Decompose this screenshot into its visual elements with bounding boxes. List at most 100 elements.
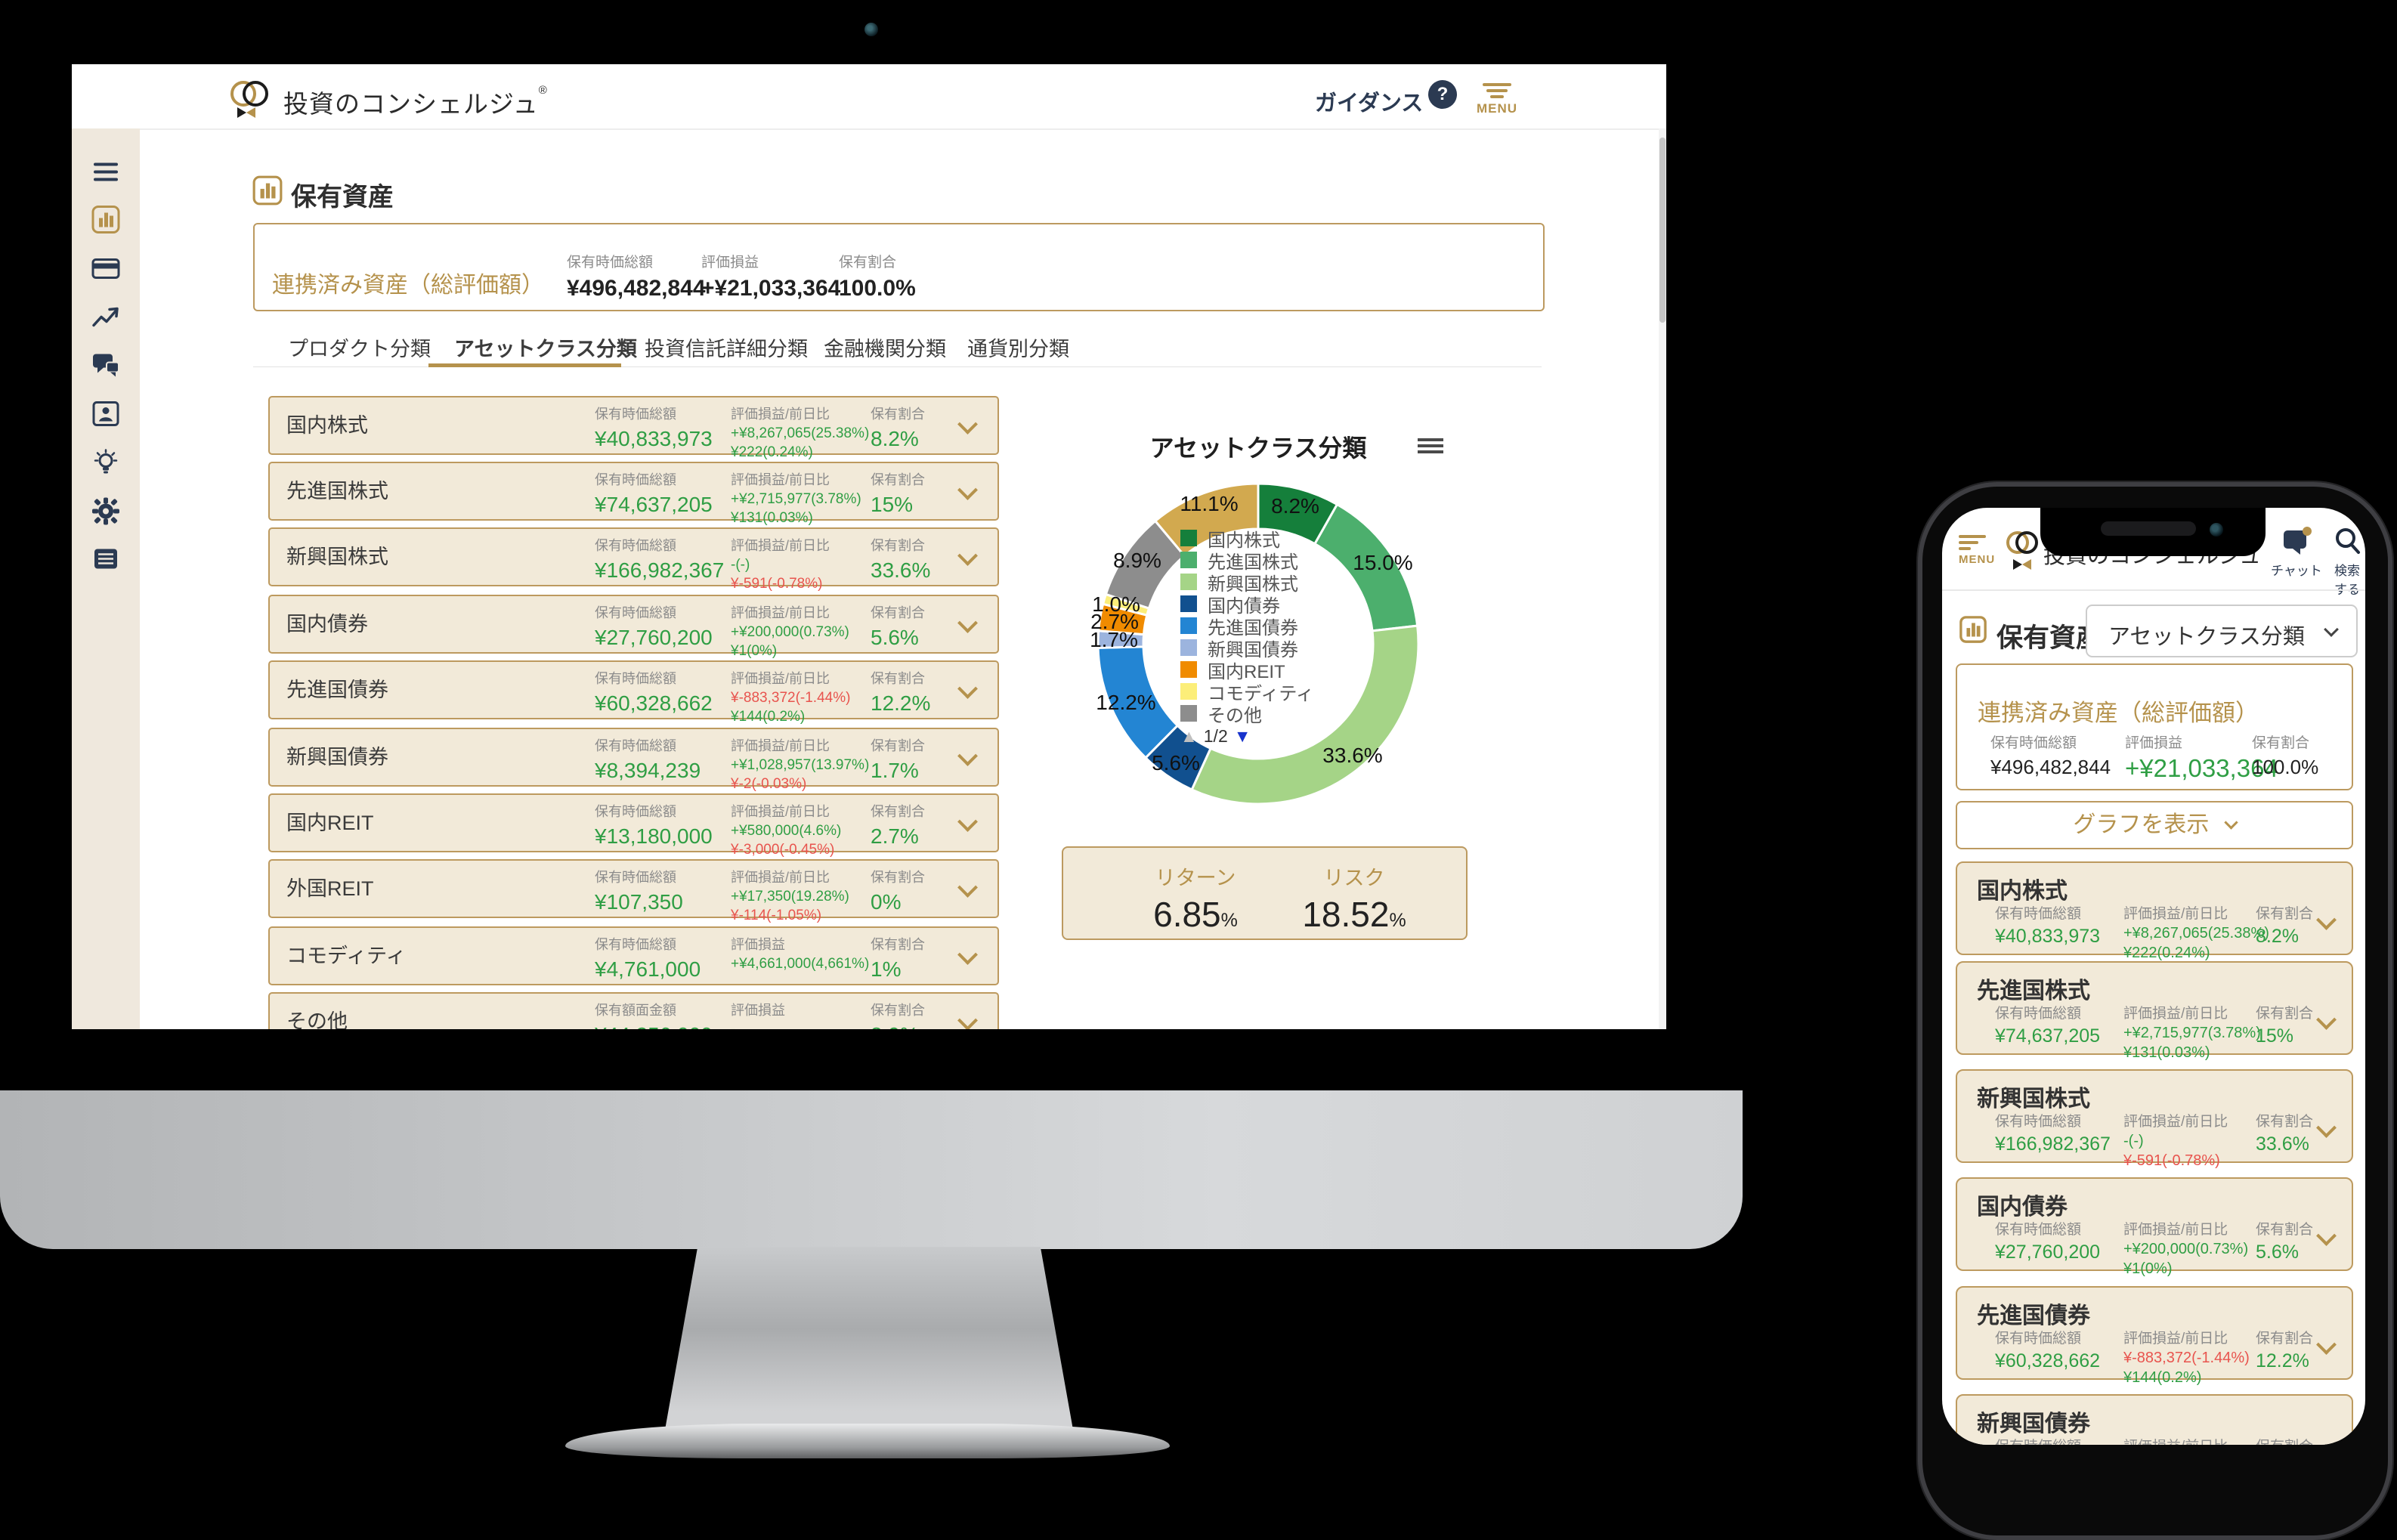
sidebar-item-idea-icon[interactable] [91, 449, 120, 481]
legend-item[interactable]: 新興国債券 [1180, 639, 1314, 660]
sidebar-item-performance-icon[interactable] [91, 305, 120, 334]
chevron-down-icon[interactable] [957, 546, 978, 566]
phone-camera [2210, 523, 2223, 537]
donut-percent-label: 1.0% [1092, 592, 1140, 616]
chevron-down-icon[interactable] [957, 877, 978, 898]
asset-row[interactable]: 新興国債券 保有時価総額 ¥8,394,239 評価損益/前日比 +¥1,028,9… [268, 728, 999, 792]
legend-swatch [1180, 661, 1197, 678]
asset-row[interactable]: 外国REIT 保有時価総額 ¥107,350 評価損益/前日比 +¥17,350(1… [268, 859, 999, 923]
legend-swatch [1180, 639, 1197, 656]
legend-item[interactable]: 新興国株式 [1180, 573, 1314, 595]
summary-ratio: 保有割合 100.0% [839, 255, 916, 301]
help-icon[interactable]: ? [1428, 80, 1457, 109]
legend-label: 新興国債券 [1208, 639, 1298, 660]
guidance-link[interactable]: ガイダンス [1315, 91, 1424, 116]
mobile-asset-card[interactable]: 先進国債券 保有時価総額 ¥60,328,662 評価損益/前日比 ¥-883,37… [1956, 1286, 2353, 1386]
legend-item[interactable]: 国内REIT [1180, 660, 1314, 682]
summary-pl: 評価損益 +¥21,033,364 [701, 255, 841, 301]
mobile-chat-button[interactable]: チャット [2271, 526, 2322, 579]
legend-swatch [1180, 617, 1197, 634]
chat-icon [2283, 527, 2312, 555]
legend-swatch [1180, 683, 1197, 700]
scrollbar-thumb[interactable] [1659, 138, 1666, 323]
return-risk-card: リターン 6.85% リスク 18.52% [1062, 846, 1468, 940]
mobile-page-title: 保有資産 [1996, 623, 2103, 653]
asset-name: 新興国債券 [286, 746, 388, 768]
legend-item[interactable]: 先進国債券 [1180, 617, 1314, 639]
donut-percent-label: 1.7% [1090, 628, 1138, 651]
mobile-asset-card[interactable]: 国内株式 保有時価総額 ¥40,833,973 評価損益/前日比 +¥8,267,0… [1956, 861, 2353, 961]
app-logo[interactable] [227, 77, 274, 125]
chevron-down-icon[interactable] [957, 1010, 978, 1029]
sidebar-item-profile-icon[interactable] [92, 401, 119, 431]
risk-metric: リスク 18.52% [1302, 867, 1406, 934]
asset-row[interactable]: 国内債券 保有時価総額 ¥27,760,200 評価損益/前日比 +¥200,000… [268, 595, 999, 659]
registered-mark: ® [538, 84, 548, 97]
sidebar-item-accounts-icon[interactable] [91, 258, 120, 284]
legend-swatch [1180, 705, 1197, 722]
sidebar-item-settings-gear-icon[interactable] [91, 497, 120, 530]
asset-row[interactable]: 先進国株式 保有時価総額 ¥74,637,205 評価損益/前日比 +¥2,715,… [268, 462, 999, 526]
scrollbar-track[interactable] [1659, 128, 1666, 1029]
tab-fund-detail[interactable]: 投資信託詳細分類 [645, 338, 808, 360]
tab-asset-class-active[interactable]: アセットクラス分類 [454, 338, 637, 360]
asset-row[interactable]: 先進国債券 保有時価総額 ¥60,328,662 評価損益/前日比 ¥-883,37… [268, 660, 999, 725]
chevron-down-icon[interactable] [957, 812, 978, 832]
legend-item[interactable]: 先進国株式 [1180, 551, 1314, 573]
legend-swatch [1180, 595, 1197, 612]
legend-item[interactable]: その他 [1180, 704, 1314, 726]
mobile-classification-select[interactable]: アセットクラス分類 [2086, 605, 2358, 657]
search-icon [2336, 528, 2360, 554]
chevron-down-icon[interactable] [2316, 910, 2337, 930]
mobile-search-button[interactable]: 検索する [2329, 526, 2365, 598]
chevron-down-icon[interactable] [957, 679, 978, 699]
show-graph-button[interactable]: グラフを表示 [1956, 801, 2353, 849]
legend-next-icon[interactable]: ▼ [1233, 726, 1251, 746]
page-title-icon [252, 175, 283, 210]
chevron-down-icon[interactable] [957, 414, 978, 434]
donut-percent-label: 12.2% [1096, 691, 1156, 714]
asset-row[interactable]: 国内株式 保有時価総額 ¥40,833,973 評価損益/前日比 +¥8,267,0… [268, 396, 999, 460]
mobile-asset-card[interactable]: 先進国株式 保有時価総額 ¥74,637,205 評価損益/前日比 +¥2,715,… [1956, 961, 2353, 1061]
legend-swatch [1180, 530, 1197, 546]
chevron-down-icon[interactable] [2316, 1010, 2337, 1030]
mobile-logo-icon[interactable] [2006, 527, 2039, 578]
tab-institution[interactable]: 金融機関分類 [824, 338, 946, 360]
chart-export-menu-icon[interactable] [1418, 435, 1443, 456]
asset-row[interactable]: 国内REIT 保有時価総額 ¥13,180,000 評価損益/前日比 +¥580,0… [268, 793, 999, 858]
donut-percent-label: 5.6% [1152, 751, 1200, 775]
donut-segment[interactable] [1190, 624, 1420, 806]
tab-product[interactable]: プロダクト分類 [288, 338, 431, 360]
sidebar-item-news-icon[interactable] [93, 548, 119, 574]
asset-name: 国内株式 [286, 414, 368, 437]
mobile-asset-card[interactable]: 新興国株式 保有時価総額 ¥166,982,367 評価損益/前日比 -(-) ¥-5… [1956, 1069, 2353, 1169]
chevron-down-icon[interactable] [2316, 1118, 2337, 1138]
chevron-down-icon[interactable] [957, 480, 978, 500]
legend-item[interactable]: コモディティ [1180, 682, 1314, 704]
sidebar-item-chat-icon[interactable] [91, 353, 120, 382]
tab-currency[interactable]: 通貨別分類 [967, 338, 1069, 360]
asset-name: コモディティ [286, 945, 407, 967]
chevron-down-icon[interactable] [2316, 1334, 2337, 1355]
asset-row[interactable]: 新興国株式 保有時価総額 ¥166,982,367 評価損益/前日比 -(-) ¥-5… [268, 527, 999, 592]
menu-button[interactable]: MENU [1471, 80, 1523, 116]
mobile-menu-button[interactable]: MENU [1959, 532, 1995, 566]
sidebar-item-holdings-active[interactable] [91, 205, 121, 239]
desktop-screenshot: 投資のコンシェルジュ® ガイダンス ? MENU [72, 64, 1666, 1029]
asset-name: 国内REIT [286, 812, 374, 834]
sidebar-menu-icon[interactable] [92, 161, 119, 187]
legend-item[interactable]: 国内株式 [1180, 529, 1314, 551]
asset-row[interactable]: コモディティ 保有時価総額 ¥4,761,000 評価損益 +¥4,661,000(… [268, 926, 999, 985]
chevron-down-icon[interactable] [2316, 1226, 2337, 1246]
mobile-asset-card[interactable]: 新興国債券 保有時価総額 評価損益/前日比 保有割合 [1956, 1394, 2353, 1445]
legend-prev-icon[interactable]: ▲ [1180, 726, 1198, 746]
legend-item[interactable]: 国内債券 [1180, 595, 1314, 617]
chevron-down-icon[interactable] [957, 613, 978, 633]
mobile-asset-card[interactable]: 国内債券 保有時価総額 ¥27,760,200 評価損益/前日比 +¥200,000… [1956, 1177, 2353, 1277]
asset-name: 新興国株式 [286, 546, 388, 568]
chevron-down-icon[interactable] [957, 746, 978, 766]
legend-label: 国内REIT [1208, 661, 1285, 682]
chevron-down-icon[interactable] [957, 945, 978, 965]
legend-label: 先進国債券 [1208, 617, 1298, 639]
